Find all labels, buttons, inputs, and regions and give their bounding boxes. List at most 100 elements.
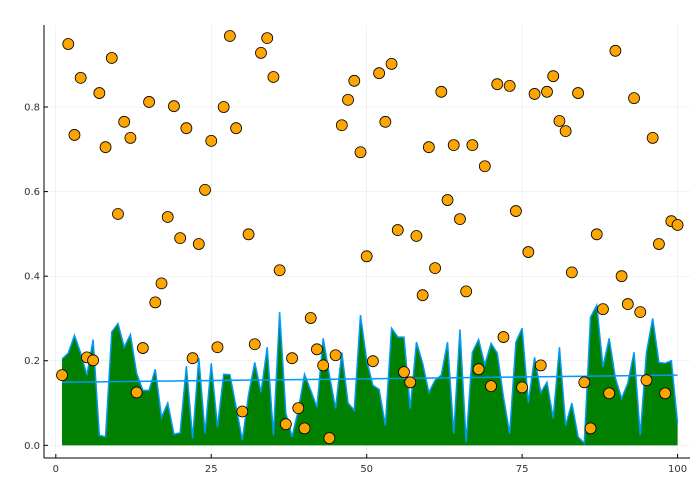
scatter-point	[149, 296, 162, 309]
scatter-point	[404, 376, 417, 389]
scatter-point	[118, 115, 131, 128]
y-tick-label: 0.0	[24, 441, 40, 452]
scatter-point	[74, 71, 87, 84]
scatter-point	[56, 369, 68, 382]
trend-line	[62, 374, 678, 384]
scatter-point	[429, 262, 441, 275]
scatter-point	[671, 219, 684, 231]
scatter-point	[180, 122, 193, 135]
scatter-point	[143, 96, 155, 108]
scatter-point	[391, 224, 404, 236]
scatter-point	[609, 44, 622, 57]
scatter-point	[348, 74, 361, 87]
y-tick-label: 0.4	[24, 272, 40, 283]
scatter-point	[192, 238, 205, 250]
scatter-point	[99, 141, 112, 154]
scatter-point	[105, 52, 118, 64]
scatter-point	[255, 47, 267, 59]
scatter-point	[597, 303, 609, 316]
scatter-point	[168, 100, 180, 113]
scatter-point	[205, 134, 218, 147]
scatter-point	[503, 79, 516, 92]
scatter-point	[93, 87, 106, 99]
scatter-point	[416, 289, 429, 302]
scatter-point	[454, 213, 466, 225]
x-tick-label: 50	[360, 464, 373, 475]
scatter-point	[659, 387, 672, 400]
scatter-point	[447, 139, 460, 151]
x-tick-label: 75	[516, 464, 529, 475]
scatter-point	[304, 312, 317, 324]
scatter-point	[367, 355, 379, 368]
scatter-point	[578, 376, 591, 389]
scatter-point	[634, 306, 647, 319]
scatter-point	[323, 432, 336, 445]
area-line	[61, 302, 679, 445]
scatter-point	[534, 359, 547, 372]
scatter-point	[174, 232, 187, 245]
scatter-point	[87, 354, 100, 367]
scatter-point	[317, 359, 330, 372]
scatter-point	[62, 38, 75, 50]
scatter-point	[286, 352, 298, 365]
y-tick-label: 0.8	[24, 103, 40, 114]
scatter-point	[342, 93, 354, 106]
scatter-point	[541, 85, 553, 98]
scatter-point	[522, 246, 535, 258]
scatter-point	[136, 342, 149, 354]
scatter-point	[485, 380, 497, 393]
x-tick-label: 0	[53, 464, 59, 475]
scatter-point	[410, 230, 423, 242]
scatter-point	[398, 366, 410, 379]
scatter-point	[435, 85, 448, 98]
scatter-point	[628, 92, 640, 105]
area-series	[61, 302, 679, 446]
scatter-point	[217, 101, 230, 113]
scatter-point	[279, 418, 292, 431]
scatter-point	[497, 331, 510, 343]
scatter-point	[584, 422, 597, 435]
scatter-point	[460, 285, 473, 298]
scatter-point	[379, 115, 392, 128]
scatter-point	[248, 338, 261, 351]
scatter-point	[267, 71, 280, 83]
scatter-point	[441, 194, 454, 206]
scatter-point	[211, 341, 224, 354]
scatter-point	[354, 146, 367, 159]
scatter-point	[68, 129, 81, 141]
scatter-point	[547, 70, 560, 83]
scatter-point	[161, 211, 174, 223]
scatter-point	[653, 238, 665, 250]
scatter-point	[130, 386, 143, 399]
scatter-point	[621, 298, 634, 310]
scatter-point	[155, 277, 168, 290]
scatter-point	[553, 115, 566, 127]
scatter-point	[590, 228, 603, 241]
trend-line-segment	[62, 374, 678, 384]
scatter-series	[56, 30, 684, 445]
scatter-point	[242, 228, 255, 241]
scatter-point	[373, 67, 386, 80]
scatter-point	[385, 58, 398, 70]
scatter-point	[615, 270, 628, 283]
x-axis-ticks: 0 25 50 75 100	[53, 454, 687, 475]
scatter-point	[199, 184, 211, 196]
scatter-point	[516, 381, 529, 394]
y-axis-ticks: 0.0 0.2 0.4 0.6 0.8	[24, 103, 48, 452]
scatter-point	[510, 205, 522, 217]
scatter-point	[329, 349, 342, 362]
scatter-point	[491, 78, 504, 91]
scatter-point	[224, 30, 236, 42]
scatter-point	[335, 119, 348, 132]
scatter-point	[466, 139, 479, 151]
scatter-point	[646, 132, 659, 144]
scatter-point	[528, 88, 541, 100]
scatter-point	[559, 125, 572, 138]
scatter-point	[292, 402, 305, 415]
scatter-point	[186, 352, 199, 365]
scatter-point	[360, 250, 373, 263]
scatter-point	[311, 343, 323, 356]
scatter-point	[124, 132, 137, 144]
scatter-point	[230, 122, 243, 135]
